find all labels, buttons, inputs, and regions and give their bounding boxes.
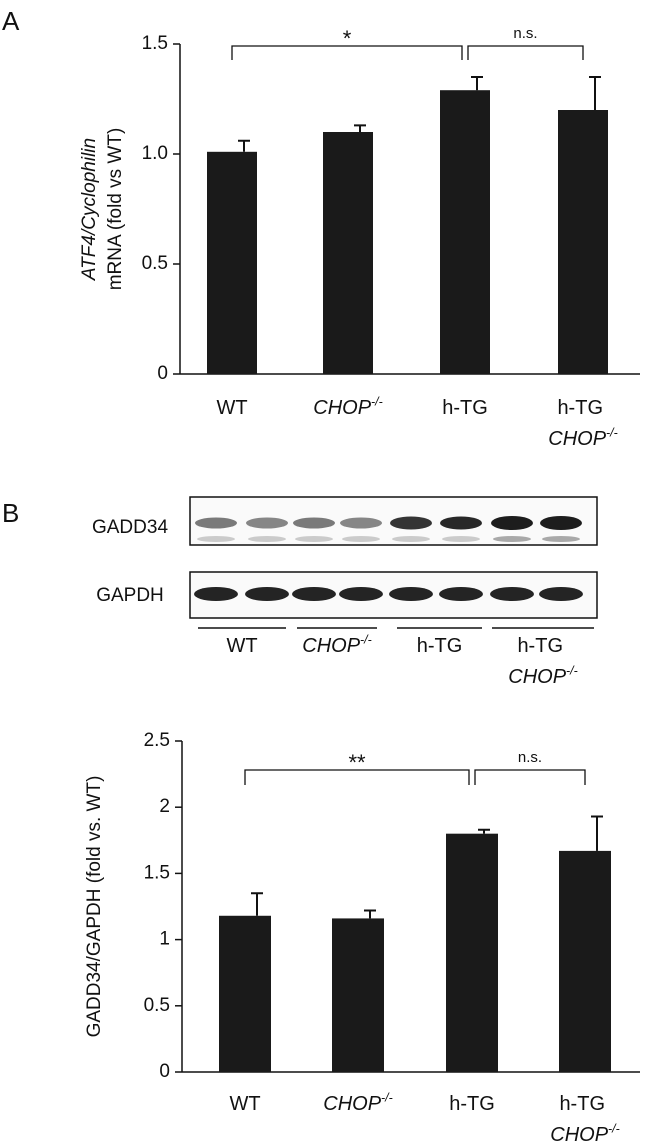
blot-band <box>246 517 288 529</box>
error-bar <box>471 76 483 91</box>
blot-band <box>491 516 533 530</box>
category-label: WT <box>216 397 247 419</box>
blot-row-label: GADD34 <box>92 517 168 538</box>
category-label: h-TG CHOP-/- <box>550 1093 620 1146</box>
category-label: WT <box>226 635 257 657</box>
panel-label: B <box>2 498 19 528</box>
bar <box>559 850 611 1072</box>
blot-band <box>440 516 482 530</box>
category-label: CHOP-/- <box>313 395 383 419</box>
y-tick-label: 1.5 <box>144 862 170 883</box>
blot-row-label: GAPDH <box>96 585 164 606</box>
y-axis-label: ATF4/Cyclophilin <box>79 138 100 281</box>
y-tick-label: 0.5 <box>142 253 168 274</box>
bar <box>446 833 498 1072</box>
blot-band <box>392 536 430 542</box>
bar <box>207 151 257 374</box>
y-tick-label: 1.5 <box>142 33 168 54</box>
blot-band <box>493 536 531 542</box>
blot-band <box>490 587 534 601</box>
category-label: h-TG <box>442 397 488 419</box>
error-bar <box>238 139 250 152</box>
y-axis-label: mRNA (fold vs WT) <box>105 128 126 291</box>
significance-bracket <box>474 769 586 785</box>
category-label: h-TG <box>417 635 463 657</box>
significance-label: ** <box>348 750 366 775</box>
bar <box>558 110 608 374</box>
blot-band <box>248 536 286 542</box>
significance-label: * <box>343 26 352 51</box>
bar <box>219 915 271 1072</box>
blot-band <box>442 536 480 542</box>
blot-band <box>245 587 289 601</box>
bar <box>323 132 373 374</box>
bar <box>440 90 490 374</box>
blot-band <box>539 587 583 601</box>
blot-band <box>340 517 382 529</box>
y-axis-label: GADD34/GAPDH (fold vs. WT) <box>84 776 105 1038</box>
category-label: h-TG <box>449 1093 495 1115</box>
y-tick-label: 0 <box>159 1061 170 1082</box>
blot-band <box>390 516 432 530</box>
blot-band <box>342 536 380 542</box>
blot-band <box>439 587 483 601</box>
error-bar <box>354 124 366 132</box>
y-tick-label: 2.5 <box>144 730 170 751</box>
error-bar <box>591 815 603 851</box>
significance-label: n.s. <box>518 749 542 766</box>
blot-band <box>542 536 580 542</box>
y-tick-label: 0.5 <box>144 995 170 1016</box>
category-label: CHOP-/- <box>302 633 372 657</box>
y-tick-label: 0 <box>157 363 168 384</box>
panel-label: A <box>2 6 20 36</box>
category-label: WT <box>229 1093 260 1115</box>
significance-bracket <box>231 45 463 60</box>
error-bar <box>478 828 490 834</box>
category-label: CHOP-/- <box>323 1091 393 1115</box>
y-tick-label: 1.0 <box>142 143 168 164</box>
blot-band <box>195 517 237 529</box>
error-bar <box>364 909 376 919</box>
significance-bracket <box>467 45 584 60</box>
blot-band <box>292 587 336 601</box>
error-bar <box>589 76 601 110</box>
blot-band <box>339 587 383 601</box>
blot-band <box>194 587 238 601</box>
y-tick-label: 1 <box>159 929 170 950</box>
y-tick-label: 2 <box>159 796 170 817</box>
blot-band <box>293 517 335 529</box>
significance-label: n.s. <box>513 25 537 42</box>
category-label: h-TG CHOP-/- <box>548 397 618 450</box>
blot-band <box>295 536 333 542</box>
bar <box>332 918 384 1072</box>
significance-bracket <box>244 769 470 785</box>
blot-band <box>540 516 582 530</box>
category-label: h-TG CHOP-/- <box>508 635 578 688</box>
blot-band <box>197 536 235 542</box>
blot-band <box>389 587 433 601</box>
error-bar <box>251 892 263 916</box>
